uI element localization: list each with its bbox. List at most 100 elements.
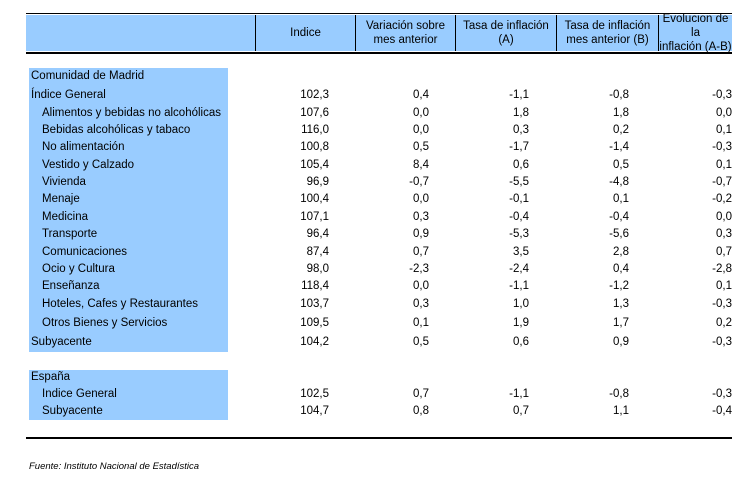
cell-value: 0,0 xyxy=(413,193,429,205)
cell-value: 0,1 xyxy=(413,317,429,329)
cell-value: -0,7 xyxy=(712,176,732,188)
cell-value: 104,7 xyxy=(300,405,329,417)
cell-value: -5,6 xyxy=(609,228,629,240)
table-row: Hoteles, Cafes y Restaurantes 103,7 0,3 1,0… xyxy=(29,296,735,313)
cell-value: 96,9 xyxy=(306,176,329,188)
cell-value: 104,2 xyxy=(300,336,329,348)
cell-value: 96,4 xyxy=(306,228,329,240)
row-label: Otros Bienes y Servicios xyxy=(42,317,168,329)
cell-value: 109,5 xyxy=(300,317,329,329)
cell-value: 0,8 xyxy=(413,405,429,417)
cell-value: 1,8 xyxy=(613,107,629,119)
cell-value: -2,4 xyxy=(509,263,529,275)
cell-value: 0,5 xyxy=(413,336,429,348)
row-label: Comunicaciones xyxy=(42,246,128,258)
row-label: Menaje xyxy=(42,193,80,205)
table-row: Enseñanza 118,4 0,0 -1,1 -1,2 0,1 xyxy=(29,278,735,295)
cell-value: 116,0 xyxy=(301,124,329,136)
cell-value: 0,3 xyxy=(413,298,429,310)
cell-value: 1,8 xyxy=(513,107,529,119)
cell-value: 0,9 xyxy=(613,336,629,348)
cell-value: -0,2 xyxy=(712,193,732,205)
cell-value: -0,3 xyxy=(712,388,732,400)
row-label: Vivienda xyxy=(42,176,86,188)
table-row: Subyacente 104,7 0,8 0,7 1,1 -0,4 xyxy=(29,403,735,420)
cell-value: 0,1 xyxy=(716,124,732,136)
row-label: Indice General xyxy=(42,388,117,400)
table-header: Indice Variación sobre mes anterior Tasa… xyxy=(26,13,732,54)
table-row: No alimentación 100,8 0,5 -1,7 -1,4 -0,3 xyxy=(29,139,735,156)
header-cell-blank xyxy=(26,15,255,51)
table-row: Ocio y Cultura 98,0 -2,3 -2,4 0,4 -2,8 xyxy=(29,261,735,278)
cell-value: 0,0 xyxy=(413,280,429,292)
cell-value: -1,1 xyxy=(509,89,529,101)
table-row: Transporte 96,4 0,9 -5,3 -5,6 0,3 xyxy=(29,226,735,243)
section-title-label: Comunidad de Madrid xyxy=(31,70,145,82)
cell-value: 0,3 xyxy=(716,228,732,240)
cell-value: 1,3 xyxy=(613,298,629,310)
cell-value: -0,4 xyxy=(609,211,629,223)
cell-value: 0,7 xyxy=(413,246,429,258)
cell-value: -0,8 xyxy=(609,388,629,400)
cell-value: 0,1 xyxy=(613,193,629,205)
cell-value: -0,3 xyxy=(712,298,732,310)
cell-value: 0,4 xyxy=(413,89,429,101)
cell-value: 87,4 xyxy=(306,246,329,258)
header-tasa-b: Tasa de inflación mes anterior (B) xyxy=(557,15,658,51)
cell-value: 102,5 xyxy=(300,388,329,400)
cell-value: 8,4 xyxy=(413,159,429,171)
cell-value: -1,1 xyxy=(509,388,529,400)
cell-value: 0,9 xyxy=(413,228,429,240)
cell-value: -0,4 xyxy=(509,211,529,223)
cell-value: 1,1 xyxy=(613,405,629,417)
cell-value: 0,0 xyxy=(413,107,429,119)
cell-value: -5,5 xyxy=(509,176,529,188)
row-label: Subyacente xyxy=(31,336,92,348)
row-label: Hoteles, Cafes y Restaurantes xyxy=(42,298,198,310)
cell-value: 0,6 xyxy=(513,159,529,171)
table-row: Alimentos y bebidas no alcohólicas 107,6 0… xyxy=(29,105,735,122)
cell-value: -2,8 xyxy=(712,263,732,275)
cell-value: 0,7 xyxy=(716,246,732,258)
cell-value: 0,2 xyxy=(716,317,732,329)
header-evolucion: Evolucion de la inflación (A-B) xyxy=(659,13,732,53)
cell-value: 100,4 xyxy=(300,193,329,205)
cell-value: -1,4 xyxy=(609,141,629,153)
row-label: Bebidas alcohólicas y tabaco xyxy=(42,124,191,136)
cell-value: 98,0 xyxy=(306,263,329,275)
cell-value: 0,0 xyxy=(413,124,429,136)
row-label: No alimentación xyxy=(42,141,125,153)
source-note: Fuente: Instituto Nacional de Estadístic… xyxy=(29,461,200,472)
cell-value: 107,6 xyxy=(300,107,329,119)
cell-value: -1,7 xyxy=(509,141,529,153)
cell-value: 1,0 xyxy=(513,298,529,310)
cell-value: 0,3 xyxy=(513,124,529,136)
madrid-label-band xyxy=(29,68,228,352)
cell-value: 0,0 xyxy=(716,107,732,119)
section-title-label: España xyxy=(31,371,71,383)
cell-value: -5,3 xyxy=(509,228,529,240)
cell-value: -0,3 xyxy=(712,336,732,348)
cell-value: 1,9 xyxy=(513,317,529,329)
row-label: Alimentos y bebidas no alcohólicas xyxy=(42,107,221,119)
cell-value: 107,1 xyxy=(300,211,329,223)
bottom-rule xyxy=(26,437,732,439)
cell-value: 0,3 xyxy=(413,211,429,223)
cell-value: -4,8 xyxy=(609,176,629,188)
row-label: Enseñanza xyxy=(42,280,100,292)
cell-value: -0,7 xyxy=(409,176,429,188)
cell-value: -0,3 xyxy=(712,89,732,101)
cell-value: 2,8 xyxy=(613,246,629,258)
cell-value: 0,7 xyxy=(413,388,429,400)
spain-label-band xyxy=(29,370,228,420)
row-label: Vestido y Calzado xyxy=(42,159,135,171)
cell-value: 0,1 xyxy=(716,280,732,292)
cell-value: -0,8 xyxy=(609,89,629,101)
cell-value: 0,0 xyxy=(716,211,732,223)
cell-value: 0,6 xyxy=(513,336,529,348)
table-row: Indice General 102,5 0,7 -1,1 -0,8 -0,3 xyxy=(29,386,735,403)
table-row: Comunicaciones 87,4 0,7 3,5 2,8 0,7 xyxy=(29,244,735,261)
table-row: Vestido y Calzado 105,4 8,4 0,6 0,5 0,1 xyxy=(29,157,735,174)
row-label: Medicina xyxy=(42,211,89,223)
cell-value: -1,1 xyxy=(509,280,529,292)
